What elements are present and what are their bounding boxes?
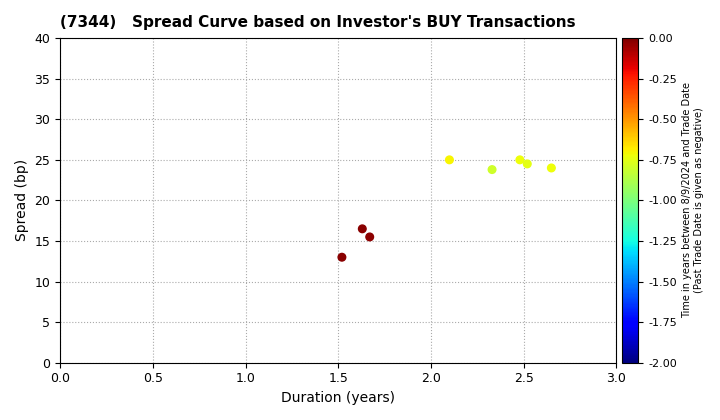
Y-axis label: Time in years between 8/9/2024 and Trade Date
(Past Trade Date is given as negat: Time in years between 8/9/2024 and Trade…: [683, 82, 704, 318]
Point: [486, 166, 498, 173]
Point: [336, 254, 348, 260]
Y-axis label: Spread (bp): Spread (bp): [15, 159, 29, 242]
Point: [364, 234, 375, 240]
X-axis label: Duration (years): Duration (years): [282, 391, 395, 405]
Point: [444, 157, 455, 163]
Point: [521, 160, 533, 167]
Point: [356, 226, 368, 232]
Text: (7344)   Spread Curve based on Investor's BUY Transactions: (7344) Spread Curve based on Investor's …: [60, 15, 576, 30]
Point: [514, 157, 526, 163]
Point: [546, 165, 557, 171]
